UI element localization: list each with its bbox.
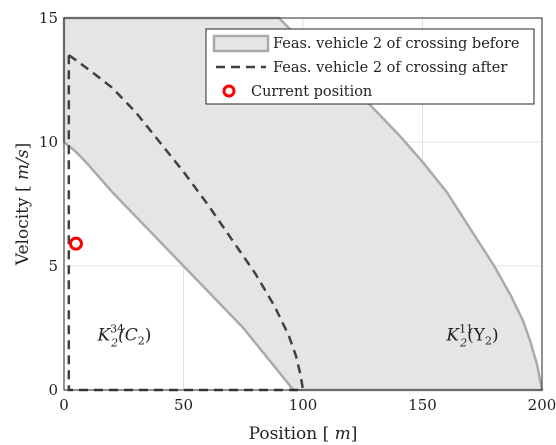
plot-frame: [63, 17, 543, 391]
legend: Feas. vehicle 2 of crossing before Feas.…: [205, 28, 535, 105]
y-axis-label-text: Velocity [: [13, 185, 33, 266]
annotation-part: 2: [459, 336, 467, 349]
annotation-part: 2: [138, 334, 145, 347]
xlabel-unit: m: [335, 424, 351, 444]
region-annotation-1: K11 2(Υ2): [445, 322, 498, 349]
annotation-part: (C: [118, 325, 138, 345]
y-tick-label-0: 0: [48, 381, 58, 399]
y-tick-label-1: 5: [48, 257, 58, 275]
x-axis-label: Position [ m]: [249, 424, 358, 444]
legend-label-after: Feas. vehicle 2 of crossing after: [273, 60, 507, 76]
x-tick-label-4: 200: [528, 396, 556, 414]
tick-labels: 0 50 100 150 200 0 5 10 15: [39, 9, 556, 414]
ylabel-unit: m/s: [13, 149, 33, 180]
legend-swatch-before: [212, 34, 270, 53]
annotation-part: (Υ: [467, 325, 486, 345]
annotation-part: K: [96, 325, 111, 345]
current-position-marker: [68, 236, 83, 251]
annotation-part: 2: [110, 336, 118, 349]
y-axis-label: Velocity [ m/s]: [13, 143, 33, 267]
annotation-part: K: [445, 325, 460, 345]
y-tick-label-3: 15: [39, 9, 58, 27]
x-tick-label-1: 50: [174, 396, 193, 414]
series-curve-after: [68, 54, 305, 391]
y-tick-label-2: 10: [39, 133, 58, 151]
legend-label-current: Current position: [251, 84, 372, 100]
xlabel-bracket: ]: [351, 424, 358, 444]
x-axis-label-text: Position [: [249, 424, 330, 444]
region-annotation-0: K34 2(C2): [96, 322, 151, 349]
annotation-part: ): [492, 325, 499, 345]
x-tick-label-2: 100: [289, 396, 318, 414]
annotation-part: 2: [485, 334, 492, 347]
annotation-part: ): [145, 325, 152, 345]
ylabel-bracket: ]: [13, 143, 33, 150]
annotation-part: 11: [459, 322, 473, 335]
x-tick-label-3: 150: [408, 396, 437, 414]
x-tick-label-0: 0: [59, 396, 69, 414]
annotation-part: 34: [110, 322, 124, 335]
legend-label-before: Feas. vehicle 2 of crossing before: [273, 36, 519, 52]
legend-swatch-current: [222, 84, 236, 98]
annotations: K34 2(C2) K11 2(Υ2): [96, 322, 498, 349]
